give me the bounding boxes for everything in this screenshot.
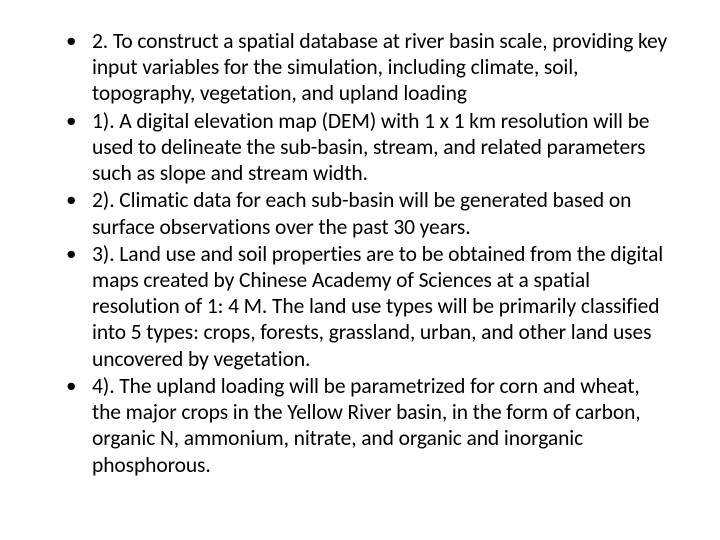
list-item: 2). Climatic data for each sub-basin wil… xyxy=(50,187,670,239)
bullet-list: 2. To construct a spatial database at ri… xyxy=(50,28,670,478)
list-item: 2. To construct a spatial database at ri… xyxy=(50,28,670,107)
list-item: 3). Land use and soil properties are to … xyxy=(50,241,670,372)
list-item: 4). The upland loading will be parametri… xyxy=(50,373,670,478)
list-item: 1). A digital elevation map (DEM) with 1… xyxy=(50,108,670,187)
slide: 2. To construct a spatial database at ri… xyxy=(0,0,720,540)
